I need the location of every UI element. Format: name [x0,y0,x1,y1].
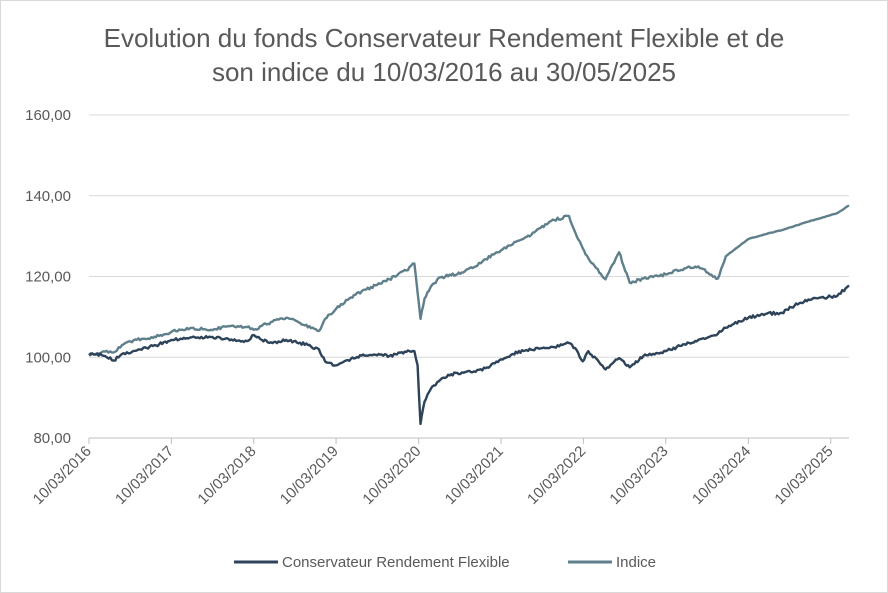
gridlines [89,114,849,358]
series-layer [88,204,850,426]
x-tick-label-6: 10/03/2022 [524,443,589,508]
legend-label-fund: Conservateur Rendement Flexible [282,554,510,571]
x-tick-label-5: 10/03/2021 [442,443,507,508]
y-tick-label-1: 100,00 [25,349,71,366]
chart-title-line-1: Evolution du fonds Conservateur Rendemen… [104,23,785,53]
chart-title: Evolution du fonds Conservateur Rendemen… [104,23,785,87]
y-tick-label-2: 120,00 [25,269,71,286]
y-tick-label-3: 140,00 [25,188,71,205]
legend-item-index: Indice [568,554,656,571]
x-tick-label-9: 10/03/2025 [771,443,836,508]
legend-item-fund: Conservateur Rendement Flexible [234,554,510,571]
x-tick-label-0: 10/03/2016 [30,443,95,508]
x-axis: 10/03/2016 10/03/2017 10/03/2018 10/03/2019… [30,437,849,508]
series-line-fund [88,284,850,426]
legend-label-index: Indice [616,554,656,571]
chart-title-line-2: son indice du 10/03/2016 au 30/05/2025 [212,57,676,87]
x-tick-label-8: 10/03/2024 [689,443,754,508]
x-tick-label-4: 10/03/2020 [359,443,424,508]
x-tick-label-7: 10/03/2023 [606,443,671,508]
x-tick-label-1: 10/03/2017 [112,443,177,508]
y-tick-label-0: 80,00 [33,430,71,447]
x-tick-label-2: 10/03/2018 [194,443,259,508]
series-line-index [88,204,850,357]
y-axis: 80,00 100,00 120,00 140,00 160,00 [25,107,71,447]
y-tick-label-4: 160,00 [25,107,71,124]
x-tick-label-3: 10/03/2019 [277,443,342,508]
legend: Conservateur Rendement Flexible Indice [234,554,656,571]
